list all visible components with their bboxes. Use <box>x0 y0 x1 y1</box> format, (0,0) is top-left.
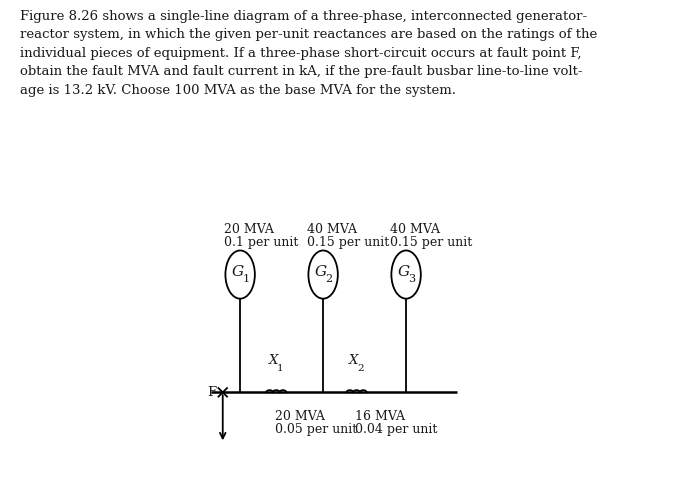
Text: 2: 2 <box>326 274 332 284</box>
Text: 1: 1 <box>277 364 283 373</box>
Text: 0.1 per unit: 0.1 per unit <box>224 236 298 249</box>
Text: 40 MVA: 40 MVA <box>307 223 357 236</box>
Text: G: G <box>315 265 327 279</box>
Text: 20 MVA: 20 MVA <box>224 223 274 236</box>
Text: G: G <box>398 265 410 279</box>
Text: 0.15 per unit: 0.15 per unit <box>390 236 472 249</box>
Text: 40 MVA: 40 MVA <box>390 223 440 236</box>
Text: 0.04 per unit: 0.04 per unit <box>355 423 437 436</box>
Text: 0.15 per unit: 0.15 per unit <box>307 236 389 249</box>
Text: X: X <box>349 354 358 367</box>
Text: 16 MVA: 16 MVA <box>355 410 405 423</box>
Text: Figure 8.26 shows a single-line diagram of a three-phase, interconnected generat: Figure 8.26 shows a single-line diagram … <box>20 10 598 97</box>
Text: 0.05 per unit: 0.05 per unit <box>275 423 357 436</box>
Text: F: F <box>208 386 217 399</box>
Text: 1: 1 <box>242 274 250 284</box>
Text: 2: 2 <box>357 364 364 373</box>
Text: X: X <box>269 354 278 367</box>
Text: 20 MVA: 20 MVA <box>275 410 325 423</box>
Text: G: G <box>232 265 244 279</box>
Text: 3: 3 <box>409 274 415 284</box>
